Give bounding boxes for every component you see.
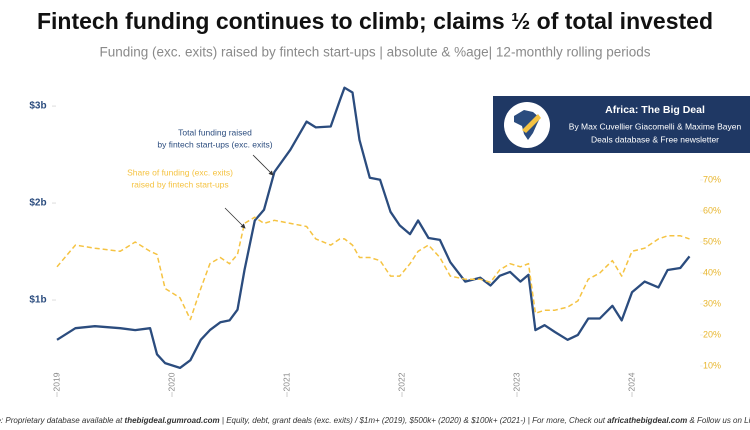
infobox-authors: By Max Cuvellier Giacomelli & Maxime Bay… <box>569 121 742 131</box>
series-line <box>56 216 690 321</box>
infobox-title: Africa: The Big Deal <box>605 104 705 116</box>
x-tick-label: 2024 <box>626 372 636 391</box>
x-tick-label: 2023 <box>511 372 521 391</box>
series-line <box>56 86 691 370</box>
annotation-arrow <box>224 207 246 229</box>
y2-tick-label: 10% <box>703 360 721 370</box>
x-tick-label: 2021 <box>281 372 291 391</box>
footer-part: | Equity, debt, grant deals (exc. exits)… <box>220 416 608 425</box>
chart-subtitle: Funding (exc. exits) raised by fintech s… <box>99 45 650 60</box>
annotation: Share of funding (exc. exits) <box>127 167 233 177</box>
x-tick-label: 2020 <box>166 372 176 391</box>
y-tick-label: $3b <box>29 101 46 112</box>
footer-part: Source: Proprietary database available a… <box>0 416 125 425</box>
y2-tick-label: 40% <box>703 267 721 277</box>
footer: Source: Proprietary database available a… <box>0 416 750 425</box>
y-tick-label: $1b <box>29 295 46 306</box>
annotation: Total funding raised <box>178 127 252 137</box>
footer-part: thebigdeal.gumroad.com <box>125 416 220 425</box>
footer-part: & Follow us on LinkedIn <box>687 416 750 425</box>
annotation-arrow <box>252 154 274 176</box>
footer-part: africathebigdeal.com <box>607 416 687 425</box>
infobox: Africa: The Big Deal By Max Cuvellier Gi… <box>493 96 750 153</box>
annotation: raised by fintech start-ups <box>131 179 228 189</box>
logo-mark <box>522 114 541 133</box>
x-tick-label: 2019 <box>51 372 61 391</box>
y2-tick-label: 20% <box>703 329 721 339</box>
x-tick-label: 2022 <box>396 372 406 391</box>
annotation: by fintech start-ups (exc. exits) <box>157 139 272 149</box>
chart-title: Fintech funding continues to climb; clai… <box>37 8 713 34</box>
y2-tick-label: 30% <box>703 298 721 308</box>
y2-tick-label: 60% <box>703 205 721 215</box>
y2-tick-label: 70% <box>703 174 721 184</box>
infobox-tagline: Deals database & Free newsletter <box>591 134 719 144</box>
y-tick-label: $2b <box>29 198 46 209</box>
y2-tick-label: 50% <box>703 236 721 246</box>
